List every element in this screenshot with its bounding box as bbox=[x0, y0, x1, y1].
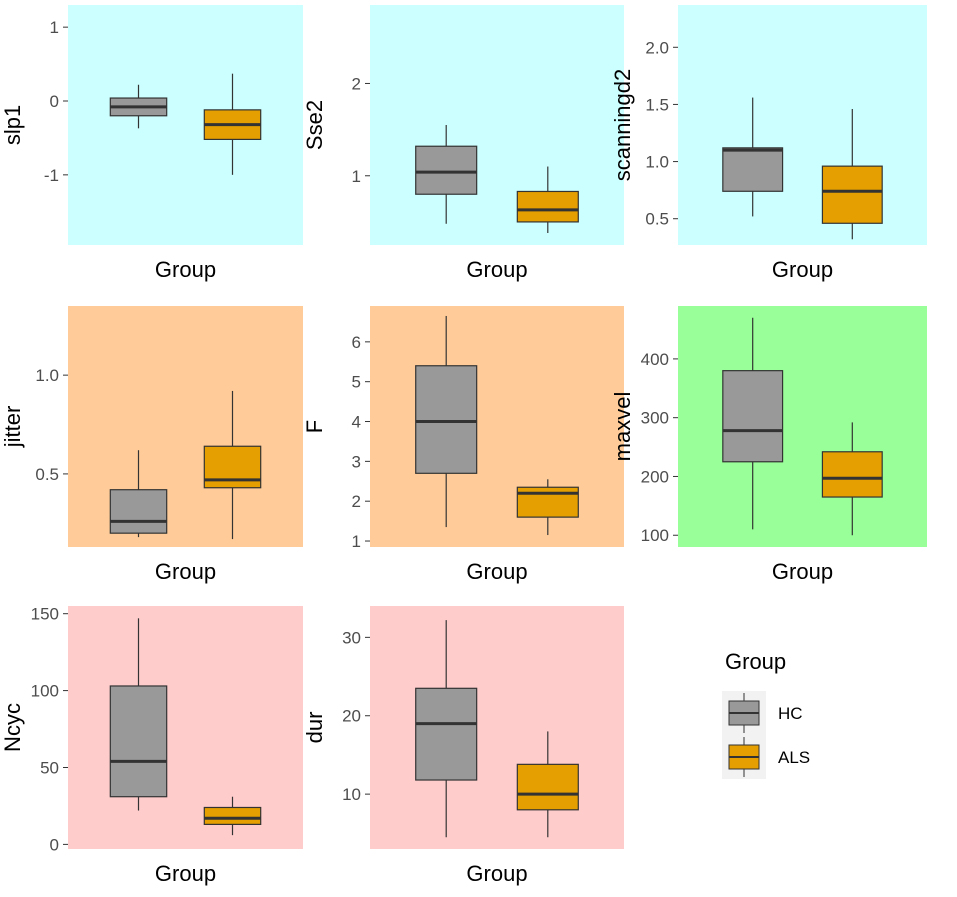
box-iqr bbox=[722, 370, 784, 463]
y-tick-label: 0 bbox=[50, 92, 59, 111]
legend-label-als: ALS bbox=[778, 748, 810, 767]
box-iqr bbox=[109, 685, 168, 798]
box-iqr bbox=[203, 806, 262, 825]
box-iqr bbox=[821, 165, 883, 224]
panel-background bbox=[678, 306, 927, 547]
box-iqr bbox=[516, 190, 579, 223]
panel-background bbox=[678, 5, 927, 245]
x-axis-title: Group bbox=[466, 861, 527, 886]
y-tick-label: 2.0 bbox=[645, 38, 669, 57]
panel-ncyc: 0 50 100 150 Group Ncyc bbox=[0, 605, 303, 886]
box-hc bbox=[109, 450, 168, 538]
panel-sse2: 1 2 Group Sse2 bbox=[302, 5, 624, 282]
y-tick-label: 4 bbox=[352, 413, 361, 432]
y-axis-title: scanningd2 bbox=[610, 69, 635, 182]
panel-background bbox=[370, 306, 624, 547]
box-als bbox=[203, 390, 262, 540]
panel-slp1: -1 0 1 Group slp1 bbox=[0, 5, 303, 282]
box-hc bbox=[415, 125, 478, 224]
box-hc bbox=[109, 84, 168, 129]
y-axis-title: slp1 bbox=[0, 105, 25, 145]
legend-title: Group bbox=[725, 649, 786, 674]
y-tick-label: 3 bbox=[352, 452, 361, 471]
box-hc bbox=[415, 620, 478, 838]
x-axis-title: Group bbox=[772, 257, 833, 282]
box-iqr bbox=[203, 445, 262, 489]
box-als bbox=[516, 731, 579, 838]
y-tick-label: 10 bbox=[342, 785, 361, 804]
legend-item-als: ALS bbox=[722, 735, 810, 779]
x-axis-title: Group bbox=[466, 257, 527, 282]
y-tick-label: 0.5 bbox=[35, 465, 59, 484]
y-axis-title: dur bbox=[302, 712, 327, 744]
legend-label-hc: HC bbox=[778, 704, 803, 723]
box-als bbox=[821, 422, 883, 536]
y-tick-label: 2 bbox=[352, 74, 361, 93]
panel-background bbox=[68, 306, 303, 547]
panel-maxvel: 100 200 300 400 Group maxvel bbox=[610, 306, 927, 584]
y-tick-label: 50 bbox=[40, 758, 59, 777]
panel-dur: 10 20 30 Group dur bbox=[302, 606, 624, 886]
y-tick-label: 1.0 bbox=[645, 153, 669, 172]
y-axis-title: jitter bbox=[0, 406, 25, 449]
y-axis-title: Ncyc bbox=[0, 703, 25, 752]
box-als bbox=[203, 796, 262, 836]
y-tick-label: 1 bbox=[352, 167, 361, 186]
box-iqr bbox=[415, 687, 478, 781]
x-axis-title: Group bbox=[772, 559, 833, 584]
y-axis-title: Sse2 bbox=[302, 100, 327, 150]
y-tick-label: 0 bbox=[50, 835, 59, 854]
box-hc bbox=[109, 618, 168, 811]
panel-scanningd2: 0.5 1.0 1.5 2.0 Group scanningd2 bbox=[610, 5, 927, 282]
box-als bbox=[516, 479, 579, 536]
x-axis-title: Group bbox=[466, 559, 527, 584]
y-tick-label: 100 bbox=[31, 682, 59, 701]
box-hc bbox=[415, 315, 478, 528]
box-iqr bbox=[415, 145, 478, 195]
y-tick-label: 1 bbox=[50, 18, 59, 37]
y-tick-label: 0.5 bbox=[645, 210, 669, 229]
box-hc bbox=[722, 317, 784, 530]
y-tick-label: 1 bbox=[352, 532, 361, 551]
y-axis-title: maxvel bbox=[610, 392, 635, 462]
box-iqr bbox=[109, 489, 168, 534]
y-tick-label: 1.5 bbox=[645, 95, 669, 114]
y-tick-label: 5 bbox=[352, 373, 361, 392]
y-tick-label: 1.0 bbox=[35, 366, 59, 385]
box-als bbox=[821, 109, 883, 240]
box-iqr bbox=[415, 365, 478, 474]
box-iqr bbox=[821, 451, 883, 498]
panel-jitter: 0.5 1.0 Group jitter bbox=[0, 306, 303, 584]
y-tick-label: 300 bbox=[641, 409, 669, 428]
panel-background bbox=[68, 606, 303, 849]
box-als bbox=[516, 166, 579, 233]
y-axis-title: F bbox=[302, 420, 327, 433]
x-axis-title: Group bbox=[155, 257, 216, 282]
box-iqr bbox=[516, 763, 579, 811]
legend: Group HC ALS bbox=[722, 649, 810, 779]
panel-background bbox=[370, 606, 624, 849]
y-tick-label: 2 bbox=[352, 492, 361, 511]
y-tick-label: 20 bbox=[342, 707, 361, 726]
y-tick-label: 100 bbox=[641, 526, 669, 545]
x-axis-title: Group bbox=[155, 861, 216, 886]
box-iqr bbox=[722, 147, 784, 192]
y-tick-label: 30 bbox=[342, 628, 361, 647]
y-tick-label: 400 bbox=[641, 350, 669, 369]
legend-item-hc: HC bbox=[722, 691, 803, 735]
panel-background bbox=[68, 5, 303, 245]
y-tick-label: 6 bbox=[352, 333, 361, 352]
y-tick-label: 200 bbox=[641, 467, 669, 486]
y-tick-label: -1 bbox=[44, 166, 59, 185]
box-hc bbox=[722, 97, 784, 217]
panel-background bbox=[370, 5, 624, 245]
x-axis-title: Group bbox=[155, 559, 216, 584]
y-tick-label: 150 bbox=[31, 605, 59, 624]
panel-f: 1 2 3 4 5 6 Group F bbox=[302, 306, 624, 584]
box-als bbox=[203, 73, 262, 175]
